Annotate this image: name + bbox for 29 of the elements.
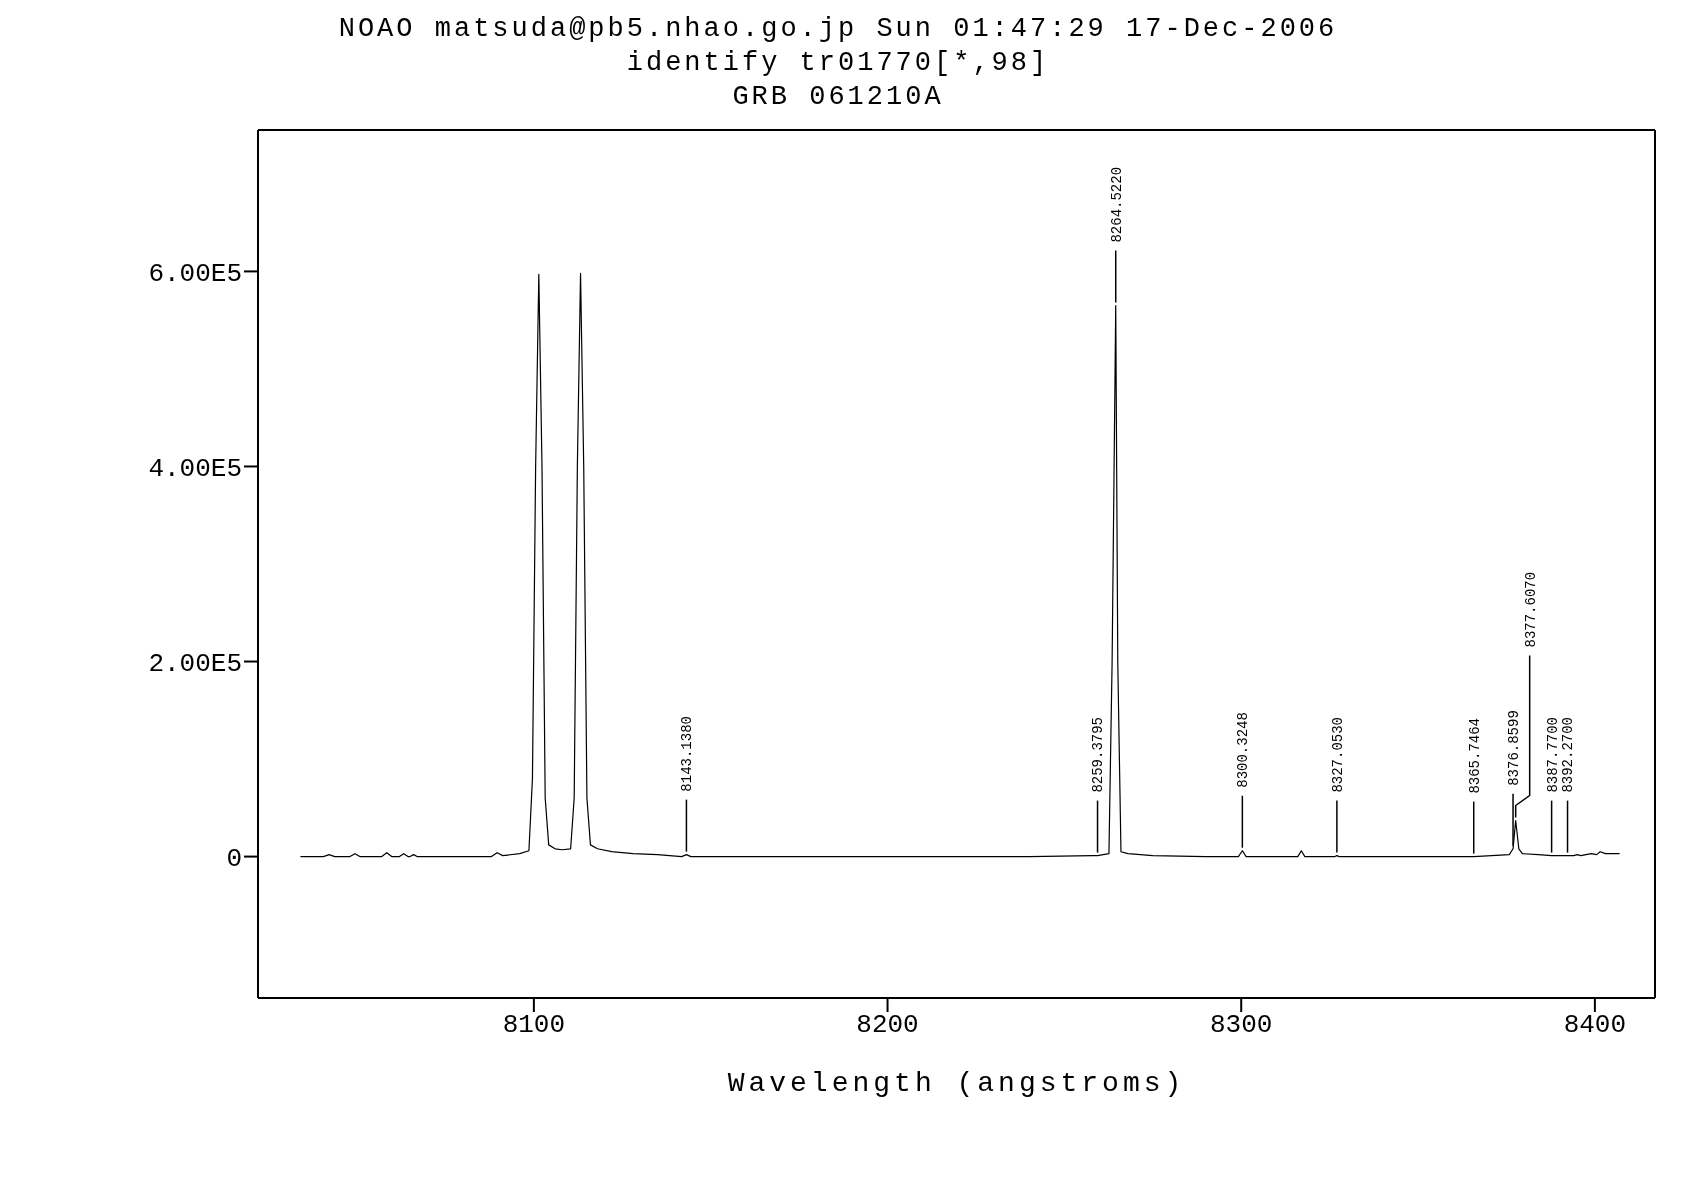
annotation: 8259.3795 bbox=[1090, 716, 1107, 793]
label-pointer: 8264.5220 bbox=[1108, 166, 1125, 304]
y-tick-label: 6.00E5 bbox=[148, 258, 242, 289]
x-tick-label: 8200 bbox=[856, 1010, 919, 1041]
y-tick-label: 4.00E5 bbox=[148, 453, 242, 484]
annotation: 8377.6070 bbox=[1522, 571, 1539, 648]
y-tick-label: 0 bbox=[226, 843, 242, 874]
annotation: 8300.3248 bbox=[1235, 712, 1252, 788]
label-pointer: 8300.3248 bbox=[1235, 712, 1252, 849]
label-pointer: 8259.3795 bbox=[1090, 717, 1107, 854]
annotation: 8264.5220 bbox=[1108, 166, 1125, 243]
annotation: 8143.1380 bbox=[679, 716, 696, 792]
label-pointer: 8387.7700 bbox=[1544, 717, 1561, 854]
x-tick-label: 8300 bbox=[1209, 1010, 1273, 1041]
label-pointer: 8365.7464 bbox=[1466, 717, 1483, 855]
chart-title: NOAO matsuda@pb5.nhao.go.jp Sun 01:47:29 17-Dec-2006 bbox=[337, 13, 1339, 46]
label-pointer: 8143.1380 bbox=[679, 716, 696, 853]
x-axis-title: Wavelength (angstroms) bbox=[727, 1068, 1186, 1099]
x-tick-label: 8100 bbox=[502, 1010, 566, 1041]
text: GRB 061210A bbox=[731, 81, 945, 114]
annotation: 8365.7464 bbox=[1466, 717, 1483, 794]
label-pointer: 8392.2700 bbox=[1560, 717, 1577, 854]
annotation: 8327.0530 bbox=[1329, 716, 1346, 793]
annotation: 8387.7700 bbox=[1544, 716, 1561, 793]
x-tick-label: 8400 bbox=[1563, 1010, 1627, 1041]
chart-subtitle: identify tr01770[*,98] bbox=[625, 47, 1051, 80]
annotation: 8392.2700 bbox=[1560, 716, 1577, 793]
label-pointer: 8327.0530 bbox=[1329, 717, 1346, 854]
y-tick-label: 2.00E5 bbox=[148, 648, 242, 679]
